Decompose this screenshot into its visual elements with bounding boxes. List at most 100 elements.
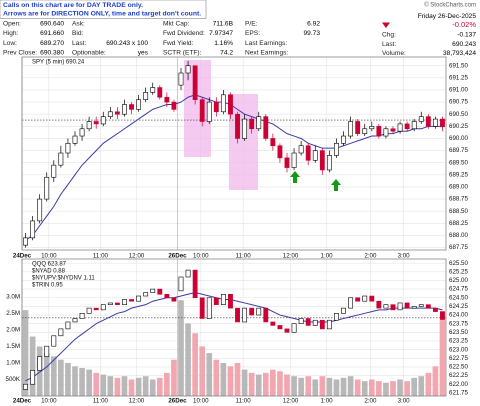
candle-body bbox=[242, 118, 248, 139]
candle-body bbox=[270, 321, 276, 326]
legend-text: QQQ 623.87 bbox=[32, 262, 67, 268]
y-tick-label: 622.00 bbox=[449, 381, 468, 388]
candle-body bbox=[171, 101, 177, 110]
candle-body bbox=[100, 116, 106, 125]
y-tick-label: 691.00 bbox=[449, 87, 468, 94]
candle-body bbox=[334, 313, 339, 321]
candle-body bbox=[235, 307, 240, 323]
candle-body bbox=[369, 126, 375, 130]
y-tick-label: 691.50 bbox=[449, 62, 468, 69]
y-tick-label: 689.75 bbox=[449, 147, 468, 154]
candle-body bbox=[171, 297, 177, 302]
x-tick-label: 11:00 bbox=[236, 398, 252, 405]
candle-body bbox=[334, 143, 339, 156]
candle-body bbox=[312, 150, 318, 161]
candle-body bbox=[383, 128, 389, 137]
value: 711.6B bbox=[213, 20, 234, 27]
volume-bar bbox=[298, 377, 304, 396]
volume-bar bbox=[213, 359, 220, 396]
moving-average bbox=[25, 94, 443, 241]
x-tick-label: 11:00 bbox=[236, 253, 252, 260]
candle-body bbox=[23, 237, 28, 246]
label: Last Earnings: bbox=[245, 40, 287, 47]
candle-body bbox=[51, 335, 57, 347]
candle-body bbox=[277, 145, 283, 159]
candle-body bbox=[79, 128, 85, 137]
note-box bbox=[0, 0, 207, 19]
candle-body bbox=[425, 116, 431, 127]
label: Prev Close: bbox=[3, 49, 37, 56]
label: Chg: bbox=[382, 31, 396, 38]
y-tick-label: 624.25 bbox=[449, 303, 468, 310]
label: High: bbox=[3, 30, 19, 37]
value: 689.270 bbox=[40, 40, 64, 47]
candle-body bbox=[291, 323, 297, 333]
y2-tick-label: 1.0M bbox=[6, 360, 20, 367]
y-tick-label: 690.25 bbox=[449, 123, 468, 130]
candle-body bbox=[44, 176, 50, 200]
label: Open: bbox=[3, 20, 21, 27]
y-tick-label: 623.25 bbox=[449, 338, 468, 345]
candle-body bbox=[228, 94, 233, 115]
volume-bar bbox=[142, 376, 149, 396]
candle-body bbox=[418, 116, 424, 122]
y-tick-label: 690.75 bbox=[449, 99, 468, 106]
x-tick-label: 12:00 bbox=[283, 398, 299, 405]
candle-body bbox=[65, 143, 71, 154]
candle-body bbox=[369, 295, 375, 302]
y-tick-label: 622.75 bbox=[449, 355, 468, 362]
plot-frame bbox=[21, 258, 447, 397]
legend-text: $TRIN 0.95 bbox=[32, 283, 63, 289]
candle-body bbox=[432, 307, 438, 312]
candle-body bbox=[341, 307, 346, 314]
candle-body bbox=[341, 135, 346, 144]
candle-body bbox=[418, 304, 424, 307]
volume-bar bbox=[277, 371, 283, 396]
candle-body bbox=[270, 138, 276, 147]
y-tick-label: 625.00 bbox=[449, 277, 468, 284]
label: SCTR (ETF): bbox=[163, 49, 202, 56]
y-tick-label: 622.25 bbox=[449, 372, 468, 379]
volume-bar bbox=[22, 310, 29, 396]
volume-bar bbox=[128, 379, 135, 396]
candle-body bbox=[150, 288, 156, 293]
volume-bar bbox=[354, 379, 361, 396]
candle-body bbox=[397, 302, 403, 311]
candle-body bbox=[199, 99, 205, 122]
volume-bar bbox=[185, 323, 191, 396]
volume-bar bbox=[241, 369, 248, 396]
volume-bar bbox=[347, 376, 354, 396]
x-tick-label: 10:00 bbox=[193, 253, 209, 260]
x-tick-label: 11:00 bbox=[93, 398, 109, 405]
candle-body bbox=[79, 313, 85, 319]
candle-body bbox=[235, 113, 240, 139]
candle-body bbox=[298, 145, 304, 154]
candle-body bbox=[30, 370, 36, 385]
volume-bar bbox=[432, 366, 439, 396]
x-tick-label: 26Dec bbox=[168, 398, 187, 405]
candle-body bbox=[284, 157, 290, 168]
candle-body bbox=[397, 123, 403, 132]
candle-body bbox=[376, 126, 382, 137]
candle-body bbox=[326, 155, 332, 171]
x-tick-label: 1:00 bbox=[321, 253, 334, 260]
y-tick-label: 625.50 bbox=[449, 260, 468, 267]
volume-bar bbox=[29, 336, 36, 396]
volume-bar bbox=[425, 372, 432, 396]
candle-body bbox=[157, 87, 163, 98]
candle-body bbox=[440, 118, 445, 128]
y-tick-label: 690.50 bbox=[449, 111, 468, 118]
y-tick-label: 691.25 bbox=[449, 74, 468, 81]
volume-bar bbox=[171, 359, 177, 396]
value: 38,793,424 bbox=[443, 50, 476, 57]
candle-body bbox=[355, 121, 361, 134]
candle-body bbox=[164, 293, 170, 299]
volume-bar bbox=[199, 346, 206, 396]
label: Ask: bbox=[72, 20, 85, 27]
candle-body bbox=[425, 304, 431, 309]
moving-average bbox=[25, 292, 443, 382]
volume-bar bbox=[312, 379, 319, 396]
candle-body bbox=[263, 307, 269, 323]
y-tick-label: 623.50 bbox=[449, 329, 468, 336]
candle-body bbox=[30, 220, 36, 239]
